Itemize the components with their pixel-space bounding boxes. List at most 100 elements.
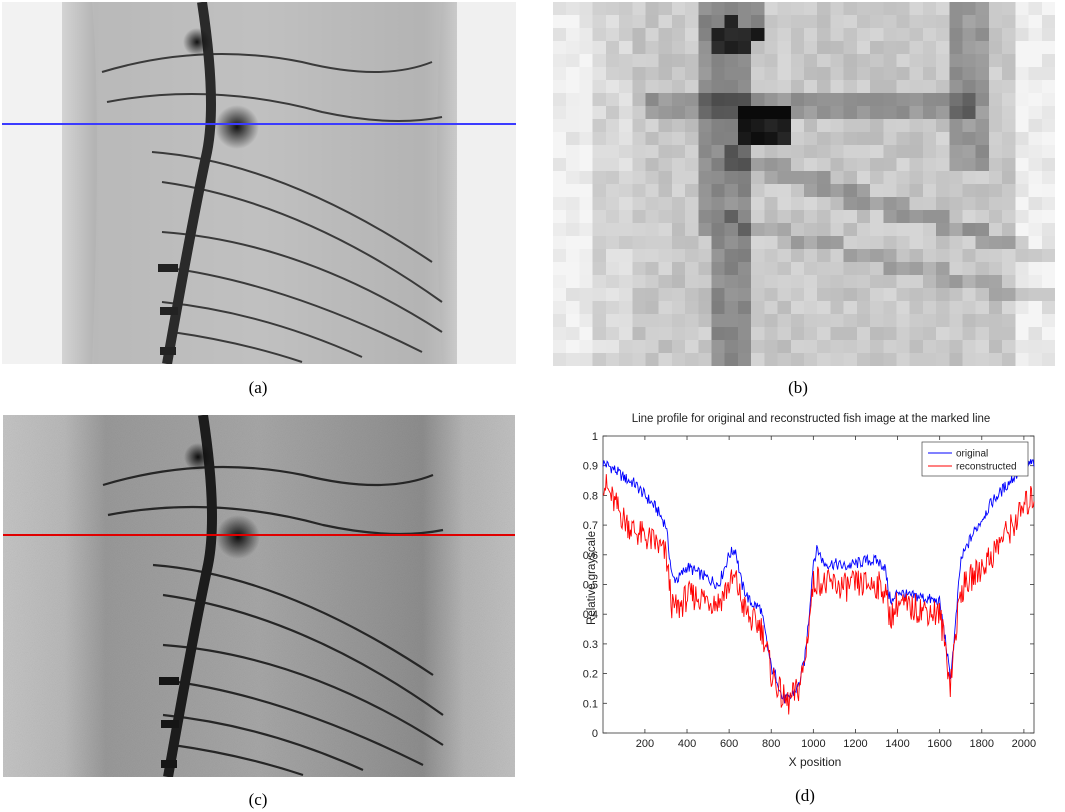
pixel-block [975,93,990,107]
pixel-block [579,223,594,237]
pixel-block [645,262,660,276]
pixel-block [804,145,818,159]
pixel-block [553,2,567,16]
pixel-block [962,67,977,81]
pixel-block [962,158,977,172]
pixel-block [830,67,845,81]
pixel-block [566,288,581,302]
pixel-block [830,119,845,133]
pixel-block [751,28,765,42]
pixel-block [724,171,739,185]
pixel-block [751,327,765,341]
pixel-block [605,2,620,16]
pixel-block [764,314,779,328]
pixel-block [962,301,977,315]
pixel-block [764,197,779,211]
pixel-block [830,327,845,341]
pixel-block [777,184,792,198]
pixel-block [1015,353,1030,366]
pixel-block [737,158,752,172]
pixel-block [988,15,1003,29]
pixel-block [711,301,726,315]
pixel-block [896,223,911,237]
pixel-block [870,132,884,146]
pixel-block [658,2,673,16]
pixel-block [962,275,977,289]
pixel-block [605,93,620,107]
pixel-block [936,340,950,354]
pixel-block [804,158,818,172]
pixel-block [830,28,845,42]
pixel-block [883,353,898,366]
pixel-block [804,353,818,366]
pixel-block [553,197,567,211]
pixel-block [988,210,1003,224]
pixel-block [711,28,726,42]
pixel-block [698,67,713,81]
pixel-block [1028,2,1043,16]
pixel-block [777,67,792,81]
pixel-block [658,236,673,250]
pixel-block [936,119,950,133]
pixel-block [1041,106,1055,120]
pixel-block [685,353,699,366]
pixel-block [817,353,832,366]
pixel-block [962,41,977,55]
pixel-block [724,158,739,172]
pixel-block [1041,80,1055,94]
pixel-block [883,67,898,81]
pixel-block [1015,184,1030,198]
pixel-block [949,80,964,94]
pixel-block [922,145,937,159]
pixel-block [645,28,660,42]
pixel-block [1002,249,1016,263]
pixel-block [658,223,673,237]
pixel-block [909,197,924,211]
pixel-block [1015,80,1030,94]
pixel-block [777,158,792,172]
pixel-block [698,93,713,107]
pixel-block [1041,353,1055,366]
pixel-block [975,145,990,159]
pixel-block [1015,288,1030,302]
pixel-block [711,184,726,198]
pixel-block [949,249,964,263]
pixel-block [1028,28,1043,42]
pixel-block [737,2,752,16]
pixel-block [790,327,805,341]
pixel-block [698,275,713,289]
pixel-block [870,236,884,250]
pixel-block [1015,119,1030,133]
pixel-block [764,2,779,16]
pixel-block [804,184,818,198]
pixel-block [566,2,581,16]
pixel-block [962,106,977,120]
pixel-block [553,223,567,237]
pixel-block [764,340,779,354]
pixel-block [962,314,977,328]
pixel-block [830,2,845,16]
pixel-block [962,197,977,211]
pixel-block [949,275,964,289]
xray-fish-reconstructed [3,415,515,777]
pixel-block [605,262,620,276]
pixel-block [817,340,832,354]
pixel-block [566,80,581,94]
pixel-block [843,184,858,198]
pixel-block [645,314,660,328]
pixel-block [790,353,805,366]
pixel-block [553,210,567,224]
pixel-block [592,93,607,107]
chart-ylabel: Relative grayscale [586,531,598,625]
pixel-block [1028,41,1043,55]
x-tick-label: 1000 [801,738,825,750]
pixel-block [843,119,858,133]
pixel-block [817,262,832,276]
pixel-block [764,145,779,159]
pixel-block [658,15,673,29]
pixel-block [817,197,832,211]
pixel-block [685,28,699,42]
pixel-block [856,327,871,341]
pixel-block [804,301,818,315]
pixel-block [751,54,765,68]
